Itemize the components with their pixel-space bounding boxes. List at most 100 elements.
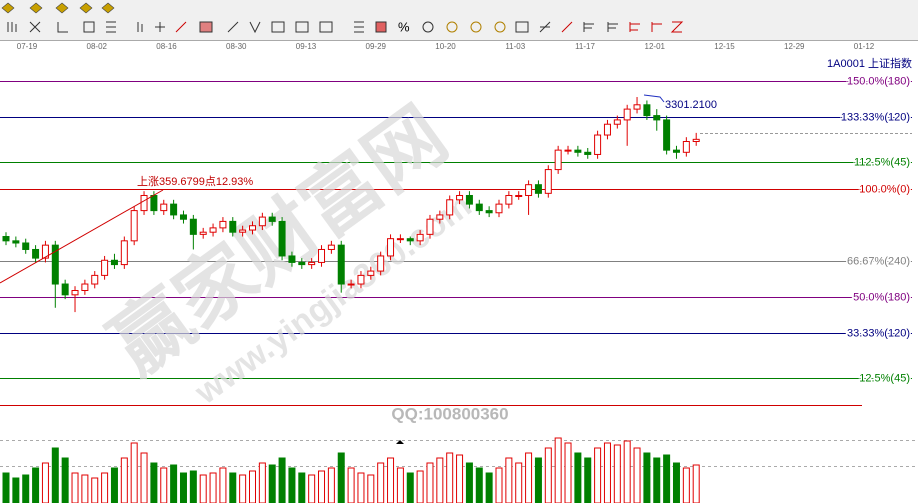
date-label: 08-30 [226,42,247,51]
tool-icon[interactable] [515,21,529,33]
volume-bar [71,472,79,503]
volume-bar [564,442,572,503]
tool-icon[interactable] [106,21,116,33]
volume-bar [515,462,523,503]
candle-body [219,220,227,229]
candle-body [594,134,602,155]
tool-icon[interactable] [271,21,285,33]
candle-body [446,199,454,216]
toolbar-row-1 [1,2,115,14]
tool-icon[interactable] [155,22,165,32]
tool-icon[interactable] [295,21,309,33]
tool-icon[interactable] [101,2,115,14]
tool-icon[interactable] [354,21,364,33]
tool-icon[interactable] [137,22,143,32]
tool-icon[interactable] [55,2,69,14]
volume-bar [613,444,621,503]
candle-body [367,270,375,276]
volume-bar [663,454,671,503]
tool-icon[interactable] [583,22,594,32]
percent-tool[interactable]: % [398,19,410,34]
tool-icon[interactable] [7,22,17,32]
tool-icon[interactable] [375,21,387,33]
tool-icon[interactable] [561,21,573,33]
candle-body [130,210,138,242]
volume-bar [120,457,128,503]
candle-body [534,184,542,194]
tool-icon[interactable] [199,21,213,33]
volume-bar [692,464,700,503]
date-label: 08-02 [87,42,108,51]
candle-body [318,248,326,263]
tool-icon[interactable] [422,21,434,33]
tool-icon[interactable] [470,21,482,33]
candle-body [584,151,592,155]
candle-body [387,238,395,257]
date-label: 09-13 [296,42,317,51]
candle-body [278,220,286,257]
candle-body [515,194,523,197]
watermark-qq: QQ:100800360 [391,404,508,423]
volume-bar [347,467,355,503]
candle-body [505,194,513,205]
high-marker [643,94,665,103]
fib-label: 33.33%(120) [847,327,910,339]
candle-body [682,141,690,153]
volume-bar [377,462,385,503]
volume-bar [22,474,30,503]
volume-bar [189,470,197,503]
rise-label: 上涨359.6799点12.93% [137,175,253,188]
candle-body [2,236,10,242]
candle-body [456,194,464,201]
candle-body [288,255,296,263]
fib-label: 100.0%(0) [859,183,910,195]
candle-body [623,108,631,121]
volume-bar [525,452,533,503]
tool-icon[interactable] [83,21,95,33]
volume-bar [298,472,306,503]
tool-icon[interactable] [494,21,506,33]
symbol-label: 1A0001 上证指数 [827,56,912,70]
candle-body [692,138,700,143]
volume-bars [2,437,700,503]
fib-label: 12.5%(45) [859,372,910,384]
volume-bar [495,467,503,503]
tool-icon[interactable] [319,21,333,33]
candle-body [209,227,217,233]
tool-icon[interactable] [1,2,15,14]
tool-icon[interactable] [629,22,640,32]
tool-icon[interactable] [539,21,551,33]
tool-icon[interactable] [29,21,41,33]
candle-body [81,283,89,292]
tool-icon[interactable] [670,21,684,33]
tool-icon[interactable] [29,2,43,14]
candle-body [436,214,444,220]
volume-bar [278,457,286,503]
candle-body [337,244,345,285]
volume-bar [534,457,542,503]
volume-bar [367,474,375,503]
volume-bar [41,462,49,503]
tool-icon[interactable] [57,22,68,33]
volume-bar [219,467,227,503]
candle-body [416,233,424,242]
volume-bar [150,462,158,503]
volume-bar [110,467,118,503]
volume-bar [456,454,464,503]
fib-label: 66.67%(240) [847,255,910,267]
tool-icon[interactable] [175,21,187,33]
tool-icon[interactable] [79,2,93,14]
candle-body [396,238,404,241]
volume-bar [603,442,611,503]
tool-icon[interactable] [227,21,239,33]
fib-label: 133.33%(120) [841,111,910,123]
tool-icon[interactable] [607,22,618,32]
tool-icon[interactable] [651,22,662,32]
candle-body [525,184,533,196]
high-label: 3301.2100 [665,99,717,111]
tool-icon[interactable] [249,21,261,34]
tool-icon[interactable] [446,21,458,33]
candle-body [485,210,493,214]
